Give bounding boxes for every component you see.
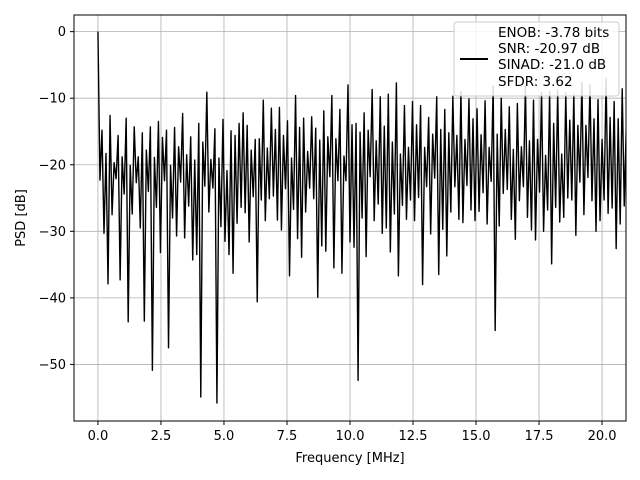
legend-entry-enob: ENOB: -3.78 bits bbox=[498, 25, 609, 41]
y-tick-label: −10 bbox=[39, 92, 66, 107]
legend-entry-snr: SNR: -20.97 dB bbox=[498, 41, 600, 57]
y-tick-label: −30 bbox=[39, 225, 66, 240]
x-tick-label: 5.0 bbox=[214, 429, 235, 444]
y-tick-label: −50 bbox=[39, 358, 66, 373]
y-axis-ticks: 0 −10 −20 −30 −40 −50 bbox=[39, 25, 74, 373]
x-tick-label: 2.5 bbox=[151, 429, 172, 444]
y-axis-label: PSD [dB] bbox=[14, 189, 29, 247]
x-tick-label: 10.0 bbox=[336, 429, 365, 444]
plot-frame bbox=[73, 14, 627, 422]
legend-entry-sinad: SINAD: -21.0 dB bbox=[498, 57, 606, 73]
x-axis-ticks: 0.0 2.5 5.0 7.5 10.0 12.5 15.0 17.5 20.0 bbox=[88, 421, 617, 444]
y-tick-label: −20 bbox=[39, 158, 66, 173]
x-tick-label: 0.0 bbox=[88, 429, 109, 444]
psd-series-line bbox=[97, 31, 626, 404]
legend: ENOB: -3.78 bits SNR: -20.97 dB SINAD: -… bbox=[453, 21, 620, 97]
x-tick-label: 17.5 bbox=[525, 429, 554, 444]
legend-box bbox=[453, 21, 620, 97]
y-tick-label: −40 bbox=[39, 291, 66, 306]
x-tick-label: 15.0 bbox=[462, 429, 491, 444]
x-tick-label: 7.5 bbox=[277, 429, 298, 444]
legend-entry-sfdr: SFDR: 3.62 bbox=[498, 74, 573, 90]
x-tick-label: 20.0 bbox=[588, 429, 617, 444]
y-tick-label: 0 bbox=[58, 25, 66, 40]
x-tick-label: 12.5 bbox=[399, 429, 428, 444]
x-axis-label: Frequency [MHz] bbox=[295, 451, 404, 466]
